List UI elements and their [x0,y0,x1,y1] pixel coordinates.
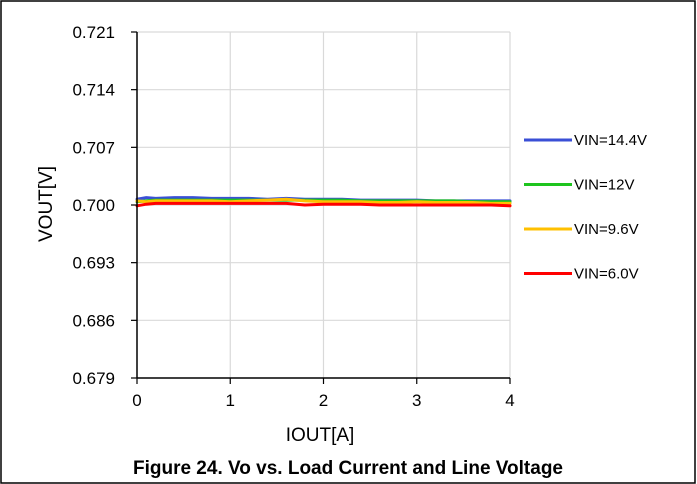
x-tick-label: 2 [319,391,328,410]
x-tick-label: 1 [226,391,235,410]
y-tick-label: 0.700 [72,196,115,215]
legend: VIN=14.4V VIN=12V VIN=9.6V VIN=6.0V [524,132,647,283]
series-layer [135,196,512,208]
series-line-VIN=9.6V [135,197,512,205]
series-line-VIN=6.0V [135,201,512,208]
y-tick-label: 0.707 [72,138,115,157]
y-tick-label: 0.714 [72,81,115,100]
legend-entry-label: VIN=6.0V [574,266,639,283]
figure-caption: Figure 24. Vo vs. Load Current and Line … [133,458,563,479]
x-axis-label: IOUT[A] [286,425,355,446]
y-axis-label: VOUT[V] [36,166,57,242]
x-tick-label: 4 [505,391,514,410]
x-tick-label: 0 [132,391,141,410]
x-tick-label: 3 [412,391,421,410]
tick-labels: 0.721 0.714 0.707 0.700 0.693 0.686 0.679 0 1 2 3 4 [72,23,514,410]
axes [131,31,511,384]
legend-entry-label: VIN=9.6V [574,221,639,238]
y-tick-label: 0.693 [72,254,115,273]
y-tick-label: 0.686 [72,311,115,330]
legend-entry-label: VIN=14.4V [574,132,647,149]
y-tick-label: 0.721 [72,23,115,42]
legend-entry-label: VIN=12V [574,177,634,194]
y-tick-label: 0.679 [72,369,115,388]
